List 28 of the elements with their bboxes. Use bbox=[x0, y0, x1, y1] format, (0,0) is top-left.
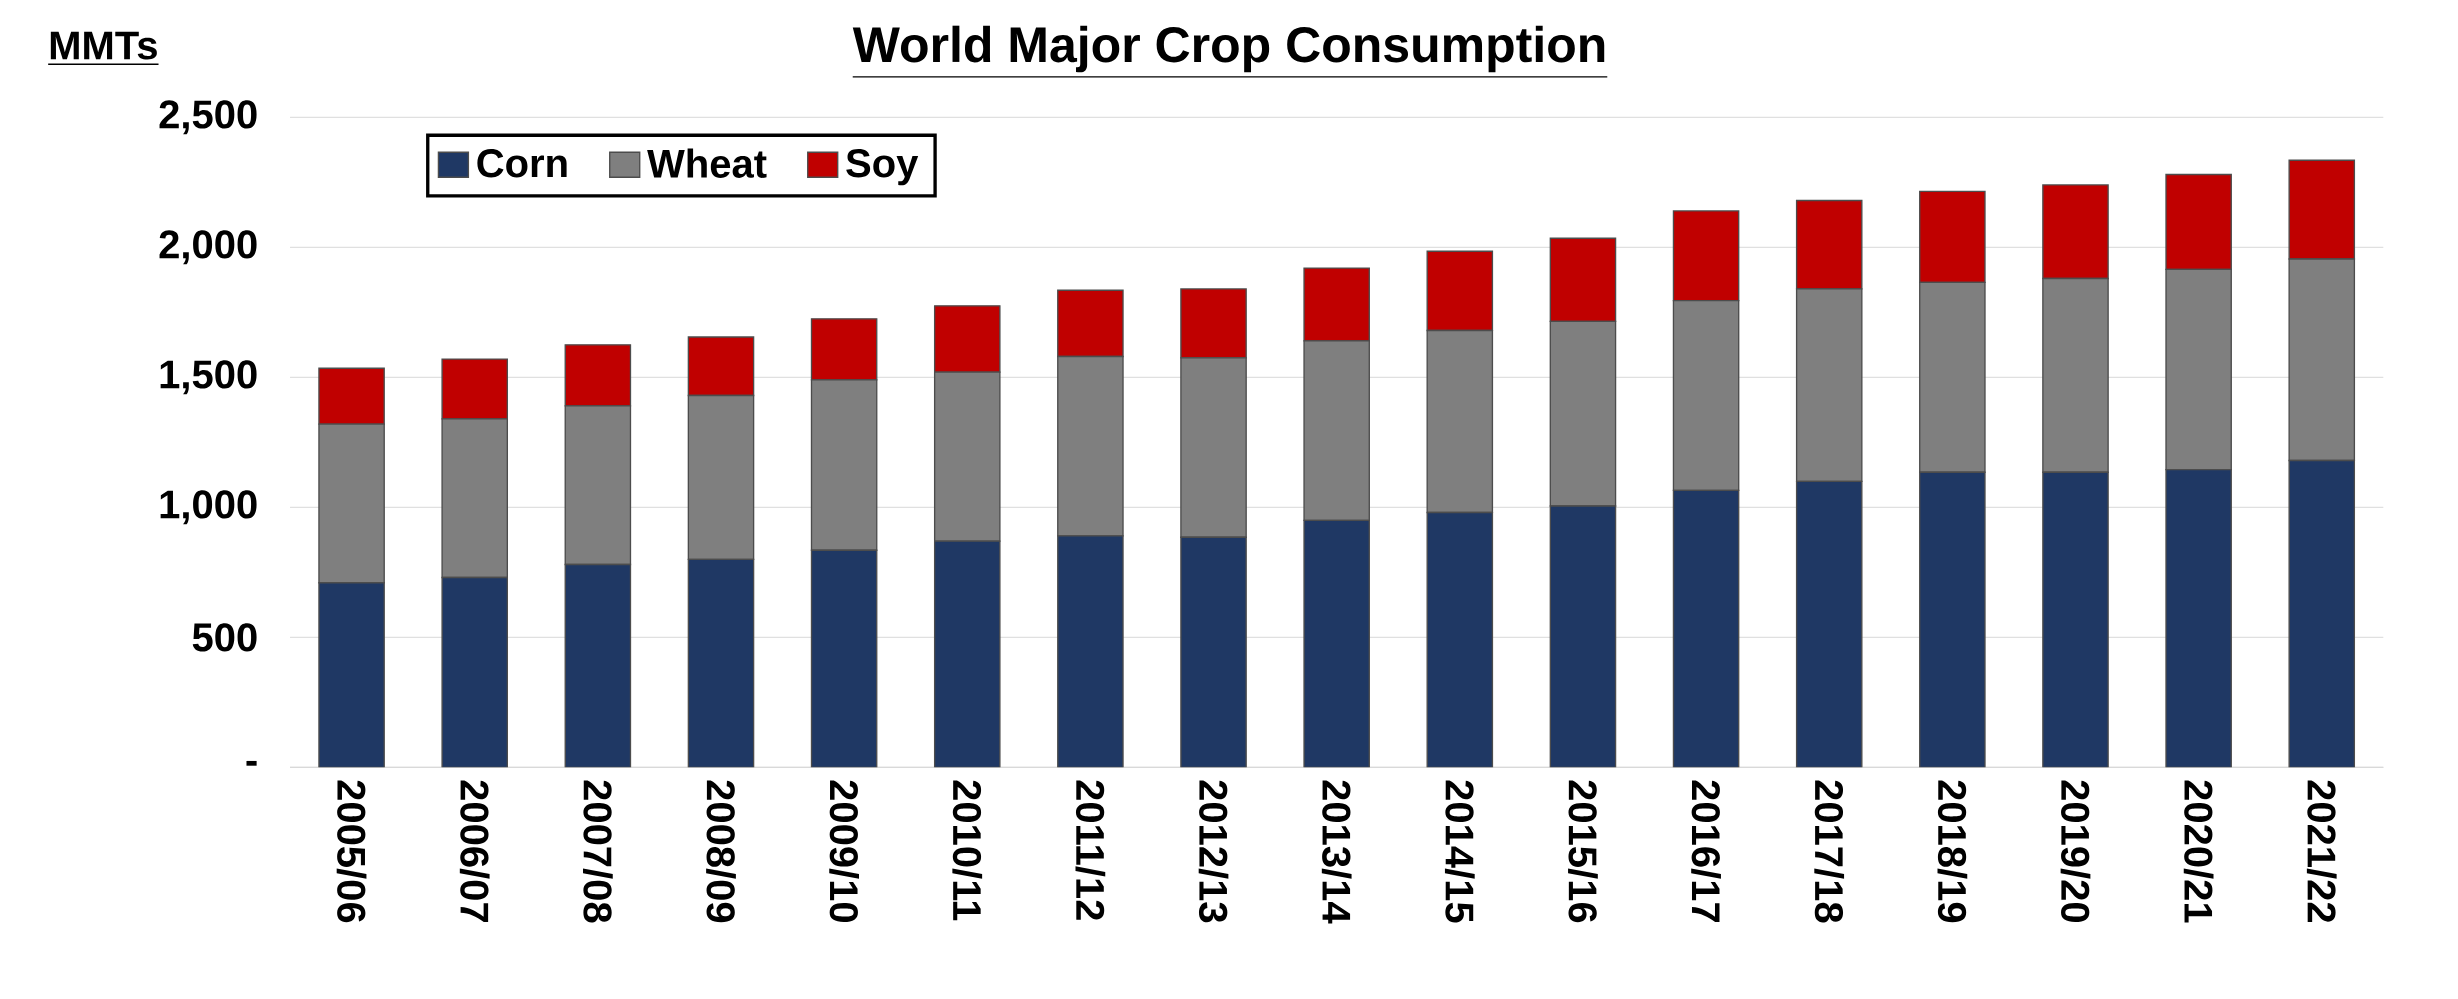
x-tick-label: 2006/07 bbox=[459, 780, 490, 922]
x-tick-label: 2019/20 bbox=[2060, 780, 2091, 923]
x-tick-label: 2015/16 bbox=[1568, 780, 1598, 923]
y-tick-label: 2,500 bbox=[159, 100, 257, 135]
legend-label: Soy bbox=[846, 149, 919, 186]
x-tick-label: 2007/08 bbox=[582, 780, 613, 923]
y-tick-label: - bbox=[246, 760, 257, 766]
x-tick-label: 2008/09 bbox=[706, 780, 736, 923]
y-tick-label: 1,000 bbox=[160, 490, 257, 525]
x-tick-label: 2013/14 bbox=[1321, 780, 1352, 924]
x-tick-label: 2009/10 bbox=[829, 780, 859, 923]
x-tick-label: 2012/13 bbox=[1198, 780, 1229, 923]
x-tick-label: 2017/18 bbox=[1814, 780, 1845, 923]
y-tick-label: 2,000 bbox=[159, 230, 257, 265]
x-tick-label: 2005/06 bbox=[336, 780, 367, 923]
x-tick-label: 2018/19 bbox=[1937, 780, 1968, 923]
chart-title: World Major Crop Consumption bbox=[852, 25, 1605, 73]
x-tick-label: 2011/12 bbox=[1075, 780, 1106, 920]
x-tick-label: 2020/21 bbox=[2183, 780, 2214, 923]
legend-label: Wheat bbox=[647, 148, 767, 178]
y-tick-label: 500 bbox=[192, 623, 257, 652]
legend-label: Corn bbox=[477, 149, 567, 178]
x-tick-label: 2021/22 bbox=[2306, 780, 2337, 923]
y-axis-title: MMTs bbox=[50, 31, 157, 60]
x-tick-label: 2016/17 bbox=[1691, 780, 1721, 922]
y-tick-label: 1,500 bbox=[160, 360, 257, 395]
x-tick-label: 2010/11 bbox=[952, 780, 983, 921]
x-tick-label: 2014/15 bbox=[1444, 780, 1475, 923]
